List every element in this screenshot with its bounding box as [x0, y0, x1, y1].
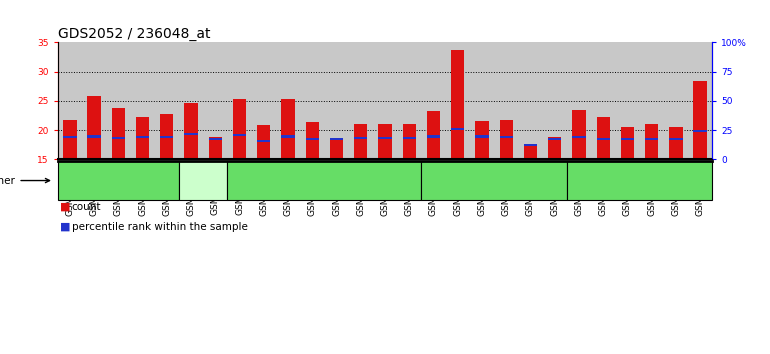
Bar: [621, 138, 634, 141]
Bar: [63, 136, 76, 138]
Bar: [524, 146, 537, 159]
Text: other: other: [0, 176, 49, 185]
Text: ■: ■: [60, 222, 71, 232]
Bar: [378, 124, 392, 159]
Bar: [427, 111, 440, 159]
Bar: [645, 138, 658, 140]
Bar: [597, 117, 610, 159]
Bar: [378, 137, 392, 139]
Bar: [257, 125, 270, 159]
Bar: [572, 136, 586, 138]
Bar: [524, 144, 537, 146]
Text: percentile rank within the sample: percentile rank within the sample: [72, 222, 247, 232]
Bar: [281, 136, 295, 138]
Bar: [354, 124, 367, 159]
Bar: [136, 136, 149, 138]
Bar: [209, 138, 222, 140]
Bar: [233, 99, 246, 159]
Bar: [427, 136, 440, 138]
Bar: [330, 138, 343, 140]
Bar: [330, 138, 343, 159]
Bar: [669, 138, 682, 140]
Bar: [451, 50, 464, 159]
Text: ambiguous phase: ambiguous phase: [593, 176, 686, 185]
Bar: [669, 127, 682, 159]
Bar: [209, 137, 222, 159]
Bar: [694, 130, 707, 132]
Text: late secretory phase: late secretory phase: [440, 176, 547, 185]
Bar: [233, 134, 246, 136]
Bar: [63, 120, 76, 159]
Bar: [500, 120, 513, 159]
Bar: [306, 138, 319, 141]
Bar: [500, 136, 513, 138]
Bar: [112, 137, 125, 139]
Bar: [451, 128, 464, 130]
Bar: [160, 114, 173, 159]
Bar: [306, 122, 319, 159]
Text: mid secretory phase: mid secretory phase: [271, 176, 378, 185]
Text: early secretory
phase: early secretory phase: [164, 170, 243, 192]
Bar: [403, 137, 416, 139]
Bar: [621, 127, 634, 159]
Bar: [184, 133, 198, 135]
Bar: [694, 81, 707, 159]
Bar: [160, 136, 173, 138]
Bar: [281, 99, 295, 159]
Bar: [112, 108, 125, 159]
Bar: [184, 103, 198, 159]
Bar: [136, 117, 149, 159]
Bar: [548, 137, 561, 159]
Bar: [475, 121, 489, 159]
Text: ■: ■: [60, 202, 71, 212]
Text: GDS2052 / 236048_at: GDS2052 / 236048_at: [58, 28, 210, 41]
Bar: [572, 110, 586, 159]
Bar: [403, 124, 416, 159]
Text: count: count: [72, 202, 101, 212]
Bar: [597, 138, 610, 140]
Bar: [354, 137, 367, 139]
Bar: [88, 96, 101, 159]
Text: proliferative phase: proliferative phase: [69, 176, 168, 185]
Bar: [645, 124, 658, 159]
Bar: [475, 136, 489, 138]
Bar: [88, 136, 101, 138]
Bar: [257, 139, 270, 142]
Bar: [548, 138, 561, 141]
